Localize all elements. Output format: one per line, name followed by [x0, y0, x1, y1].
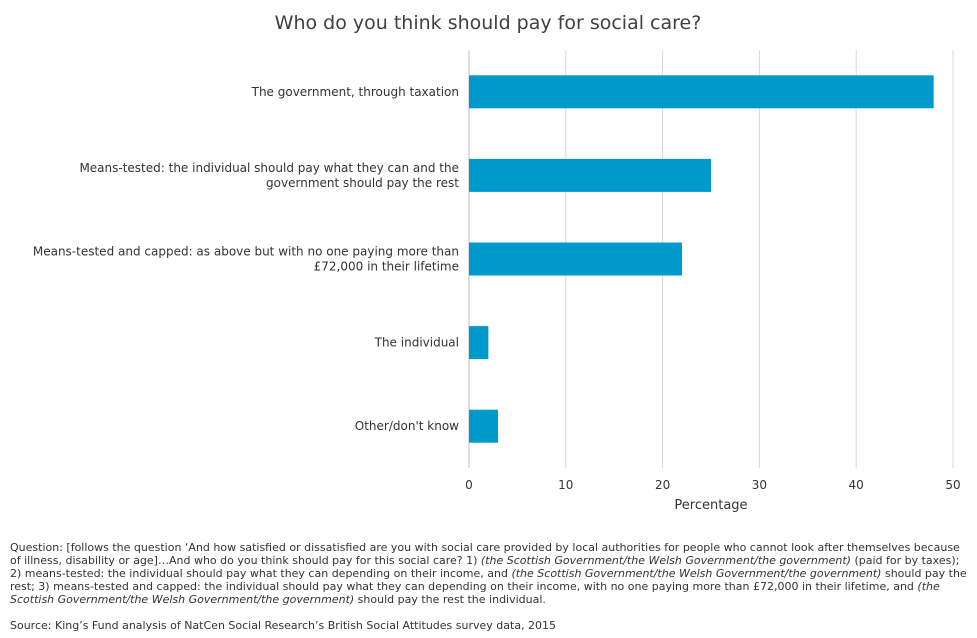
- bar-chart: Who do you think should pay for social c…: [33, 12, 961, 513]
- category-label: The government, through taxation: [251, 85, 459, 99]
- bar: [469, 409, 499, 443]
- category-label: Other/don't know: [355, 419, 459, 433]
- question-text-3: (paid for by taxes); 2) means-tested: th…: [10, 554, 960, 580]
- x-axis-ticks: 0 10 20 30 40 50: [465, 478, 960, 492]
- x-tick-label: 10: [558, 478, 573, 492]
- category-label: Means-tested: the individual should pay …: [79, 161, 459, 190]
- bar: [469, 75, 934, 109]
- chart-title: Who do you think should pay for social c…: [275, 12, 702, 34]
- bars: [469, 75, 934, 443]
- x-tick-label: 50: [945, 478, 960, 492]
- x-tick-label: 0: [465, 478, 473, 492]
- bar: [469, 242, 682, 276]
- question-text-7: should pay the rest the individual.: [354, 593, 546, 606]
- question-text-4: (the Scottish Government/the Welsh Gover…: [511, 567, 882, 580]
- bar: [469, 158, 711, 192]
- bar: [469, 326, 489, 360]
- question-footnote: Question: [follows the question ‘And how…: [10, 541, 968, 606]
- x-axis-title: Percentage: [674, 498, 747, 513]
- question-text-1: Question: [follows the question ‘And how…: [10, 541, 960, 567]
- question-text-5: should pay the rest; 3) means-tested and…: [10, 567, 967, 593]
- question-text-6: (the Scottish Government/the Welsh Gover…: [10, 580, 940, 606]
- x-tick-label: 30: [752, 478, 767, 492]
- category-label: Means-tested and capped: as above but wi…: [33, 245, 459, 274]
- source-footnote: Source: King’s Fund analysis of NatCen S…: [10, 619, 557, 632]
- question-text-2: (the Scottish Government/the Welsh Gover…: [480, 554, 851, 567]
- category-label: The individual: [374, 336, 459, 350]
- category-labels: The government, through taxation Means-te…: [33, 85, 459, 433]
- x-tick-label: 20: [655, 478, 670, 492]
- x-tick-label: 40: [849, 478, 864, 492]
